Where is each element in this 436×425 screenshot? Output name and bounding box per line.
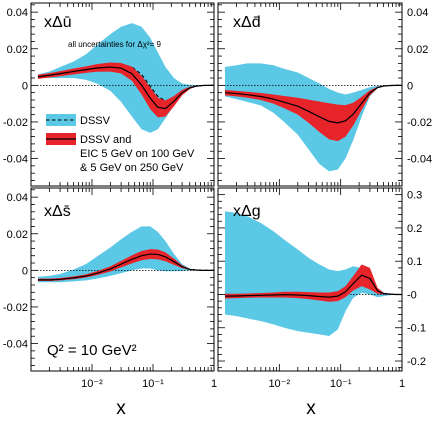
y-tick-label: -0.02 (3, 117, 28, 129)
y-tick-label: 0.04 (7, 192, 28, 204)
legend-label-dssv: DSSV (80, 115, 111, 127)
x-axis-title-left: x (116, 398, 126, 419)
y-tick-label: -0.02 (3, 302, 28, 314)
x-ticks-dbar (217, 3, 400, 186)
x-tick-label: 10⁻² (268, 378, 290, 390)
y-ticks-sbar (31, 189, 214, 366)
x-axis-title-right: x (306, 398, 316, 419)
y-tick-label: 0.02 (407, 44, 428, 56)
eic-central-line-g (224, 274, 402, 298)
y-tick-label: 0 (22, 265, 28, 277)
y-tick-label: -0.04 (3, 154, 28, 166)
x-tick-label: 10⁻¹ (142, 378, 164, 390)
uncertainty-note: all uncertainties for Δχ²= 9 (68, 40, 161, 49)
y-tick-label: 0.3 (407, 190, 422, 202)
dssv-band-sbar (37, 226, 214, 283)
frame-sbar (30, 187, 215, 372)
frame-g (217, 187, 403, 372)
eic-band-g (224, 264, 402, 302)
eic-central-line-dbar (224, 84, 402, 124)
dssv-band-g (224, 211, 402, 337)
eic-central-line-sbar (37, 253, 214, 281)
y-tick-label: -0.1 (407, 323, 426, 335)
q2-label: Q² = 10 GeV² (47, 342, 137, 359)
panel-sbar: 0.04 0.02 0 -0.02 -0.04 10⁻² 10⁻¹ 1 (3, 187, 217, 390)
panel-title-sbar: xΔs̄ (44, 203, 71, 220)
panel-dbar: 0.04 0.02 0 -0.02 -0.04 (217, 2, 432, 187)
panel-ubar: 0.04 0.02 0 -0.02 -0.04 (3, 2, 215, 187)
x-tick-label: 1 (211, 378, 217, 390)
legend-label-eic-line2: EIC 5 GeV on 100 GeV (80, 148, 195, 160)
panel-title-dbar: xΔd̄ (233, 14, 261, 31)
y-tick-label: 0.02 (7, 229, 28, 241)
x-tick-label: 1 (399, 378, 405, 390)
frame-ubar (30, 2, 215, 187)
legend-label-eic-line1: DSSV and (80, 134, 131, 146)
y-tick-label: 0.1 (407, 256, 422, 268)
frame-dbar (217, 2, 403, 187)
panel-title-ubar: xΔū (44, 14, 72, 31)
eic-band-ubar (37, 62, 214, 118)
y-tick-label: 0.02 (7, 44, 28, 56)
panel-title-g: xΔg (233, 203, 261, 220)
eic-band-sbar (37, 249, 214, 281)
x-ticks-ubar (30, 3, 212, 186)
y-ticks-ubar (31, 4, 214, 181)
x-tick-label: 10⁻¹ (330, 378, 352, 390)
y-tick-label: 0.2 (407, 223, 422, 235)
y-tick-label: -0.02 (407, 117, 432, 129)
y-tick-label: 0 (22, 80, 28, 92)
legend: DSSV DSSV and EIC 5 GeV on 100 GeV & 5 G… (46, 114, 195, 174)
y-ticks-g (218, 187, 402, 369)
y-tick-label: -0.04 (407, 154, 432, 166)
y-tick-label: 0 (407, 80, 413, 92)
y-tick-label: 0.04 (407, 7, 428, 19)
eic-central-line-ubar (37, 66, 214, 110)
y-ticks-dbar (218, 4, 402, 181)
legend-label-eic-line3: & 5 GeV on 250 GeV (80, 162, 184, 174)
y-tick-label: -0.2 (407, 356, 426, 368)
y-tick-label: 0.04 (7, 7, 28, 19)
x-tick-label: 10⁻² (81, 378, 103, 390)
y-tick-label: -0.04 (3, 339, 28, 351)
y-tick-label: -0 (407, 290, 417, 302)
panel-g: 0.3 0.2 0.1 -0 -0.1 -0.2 10⁻² 10⁻¹ 1 (217, 187, 426, 390)
